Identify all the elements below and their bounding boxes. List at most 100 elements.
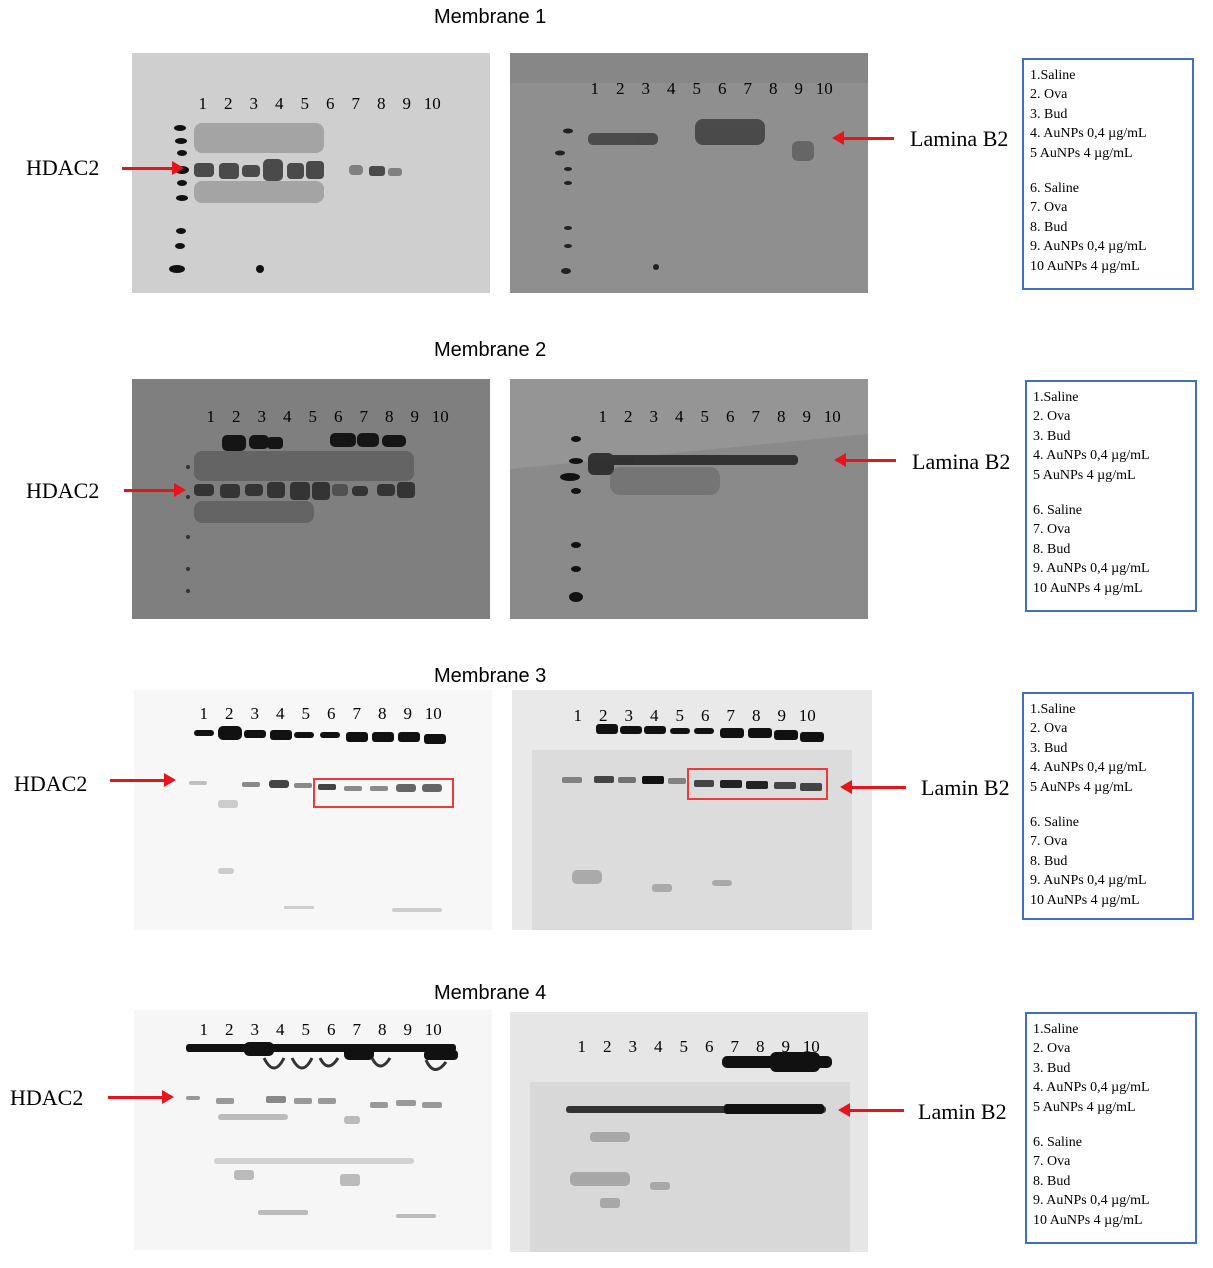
lane-number: 4 [275, 94, 284, 113]
legend-item: 6. Saline [1033, 503, 1082, 519]
membrane-2-lamin-arrow [834, 453, 896, 467]
membrane-2-hdac2-blot [132, 379, 490, 619]
membrane-1-title: Membrane 1 [434, 6, 547, 28]
lane-number: 1 [577, 1037, 587, 1056]
lane-number: 6 [326, 94, 335, 113]
membrane-1-lamin-blot [510, 53, 868, 293]
lane-number: 2 [225, 704, 234, 723]
lane-number: 1 [206, 407, 216, 426]
lane-number: 6 [327, 704, 336, 723]
membrane-4-hdac2-blot [134, 1010, 492, 1250]
lane-number: 1 [598, 407, 608, 426]
lane-number: 8 [378, 704, 387, 723]
lane-number: 9 [403, 1020, 413, 1039]
membrane-4-lamin-blot [510, 1012, 868, 1252]
membrane-1-hdac2-label: HDAC2 [26, 155, 100, 180]
lane-number: 4 [276, 1020, 285, 1039]
membrane-2-hdac2-label: HDAC2 [26, 478, 100, 503]
lane-number: 10 [423, 94, 441, 113]
lane-number: 6 [705, 1037, 714, 1056]
legend-item: 8. Bud [1033, 1173, 1071, 1189]
membrane-1-hdac2-bands [169, 123, 402, 273]
lane-number: 9 [402, 94, 412, 113]
lane-number: 6 [701, 706, 710, 725]
legend-item: 1.Saline [1033, 390, 1079, 405]
lane-number: 8 [378, 1020, 387, 1039]
lane-number: 4 [675, 407, 684, 426]
legend-item: 1.Saline [1030, 68, 1076, 83]
legend-item: 3. Bud [1030, 740, 1068, 756]
legend-item: 6. Saline [1033, 1135, 1082, 1151]
lane-number: 5 [300, 94, 310, 113]
legend-item: 2. Ova [1030, 87, 1068, 103]
lane-number: 6 [327, 1020, 336, 1039]
lane-number: 5 [675, 706, 685, 725]
legend-item: 7. Ova [1030, 834, 1068, 850]
membrane-4-hdac2-label: HDAC2 [10, 1085, 84, 1110]
membrane-4-lamin-bands [530, 1052, 850, 1252]
lane-number: 9 [781, 1037, 791, 1056]
membrane-3-lamin-lane-numbers: 1 2 3 4 5 6 7 8 9 10 [565, 706, 820, 726]
legend-item: 10 AuNPs 4 µg/mL [1033, 1212, 1143, 1228]
lane-number: 1 [199, 1020, 209, 1039]
membrane-3-hdac2-label: HDAC2 [14, 771, 88, 796]
lane-number: 2 [603, 1037, 612, 1056]
lane-number: 10 [424, 1020, 442, 1039]
lane-number: 2 [599, 706, 608, 725]
legend-item: 6. Saline [1030, 815, 1079, 831]
membrane-2-hdac2-lane-numbers: 1 2 3 4 5 6 7 8 9 10 [198, 407, 453, 427]
membrane-2-lamin-lane-numbers: 1 2 3 4 5 6 7 8 9 10 [590, 407, 845, 427]
membrane-3-lamin-bands [532, 724, 852, 930]
lane-number: 3 [641, 79, 651, 98]
membrane-2-title: Membrane 2 [434, 339, 547, 361]
lane-number: 2 [616, 79, 625, 98]
legend-item: 7. Ova [1030, 200, 1068, 216]
legend-item: 7. Ova [1033, 1154, 1071, 1170]
legend-item: 8. Bud [1030, 219, 1068, 235]
lane-number: 8 [752, 706, 761, 725]
legend-item: 3. Bud [1030, 106, 1068, 122]
membrane-1-lamin-bands [510, 53, 868, 274]
membrane-2-lamin-label: Lamina B2 [912, 449, 1011, 474]
membrane-2-lane-legend: 1.Saline 2. Ova 3. Bud 4. AuNPs 0,4 µg/m… [1025, 380, 1197, 612]
legend-item: 4. AuNPs 0,4 µg/mL [1033, 1080, 1150, 1096]
lane-number: 1 [198, 94, 208, 113]
membrane-4-title: Membrane 4 [434, 982, 547, 1004]
lane-number: 9 [794, 79, 804, 98]
lane-number: 7 [751, 407, 761, 426]
lane-number: 3 [257, 407, 267, 426]
lane-number: 7 [743, 79, 753, 98]
lane-number: 4 [667, 79, 676, 98]
lane-number: 7 [352, 1020, 362, 1039]
lane-number: 7 [359, 407, 369, 426]
legend-item: 2. Ova [1033, 1041, 1071, 1057]
membrane-3-hdac2-bands [189, 726, 446, 912]
lane-number: 3 [250, 1020, 260, 1039]
membrane-1-hdac2-lane-numbers: 1 2 3 4 5 6 7 8 9 10 [190, 94, 445, 114]
lane-number: 2 [624, 407, 633, 426]
membrane-4-lamin-label: Lamin B2 [918, 1099, 1007, 1124]
lane-number: 10 [815, 79, 833, 98]
membrane-2-hdac2-arrow [124, 483, 186, 497]
lane-number: 2 [232, 407, 241, 426]
membrane-1-lamin-arrow [832, 131, 894, 145]
lane-number: 8 [777, 407, 786, 426]
lane-number: 5 [301, 1020, 311, 1039]
legend-item: 6. Saline [1030, 181, 1079, 197]
legend-item: 9. AuNPs 0,4 µg/mL [1030, 239, 1147, 255]
lane-number: 10 [798, 706, 816, 725]
lane-number: 4 [283, 407, 292, 426]
membrane-3-title: Membrane 3 [434, 665, 547, 687]
legend-item: 4. AuNPs 0,4 µg/mL [1030, 760, 1147, 776]
lane-number: 7 [352, 704, 362, 723]
membrane-3-lamin-highlight-box [687, 768, 828, 800]
legend-item: 9. AuNPs 0,4 µg/mL [1033, 561, 1150, 577]
legend-item: 9. AuNPs 0,4 µg/mL [1033, 1193, 1150, 1209]
lane-number: 5 [308, 407, 318, 426]
membrane-4-hdac2-lane-numbers: 1 2 3 4 5 6 7 8 9 10 [191, 1020, 446, 1040]
lane-number: 3 [249, 94, 259, 113]
legend-item: 2. Ova [1030, 721, 1068, 737]
lane-number: 3 [250, 704, 260, 723]
legend-item: 5 AuNPs 4 µg/mL [1033, 467, 1136, 483]
lane-number: 5 [700, 407, 710, 426]
